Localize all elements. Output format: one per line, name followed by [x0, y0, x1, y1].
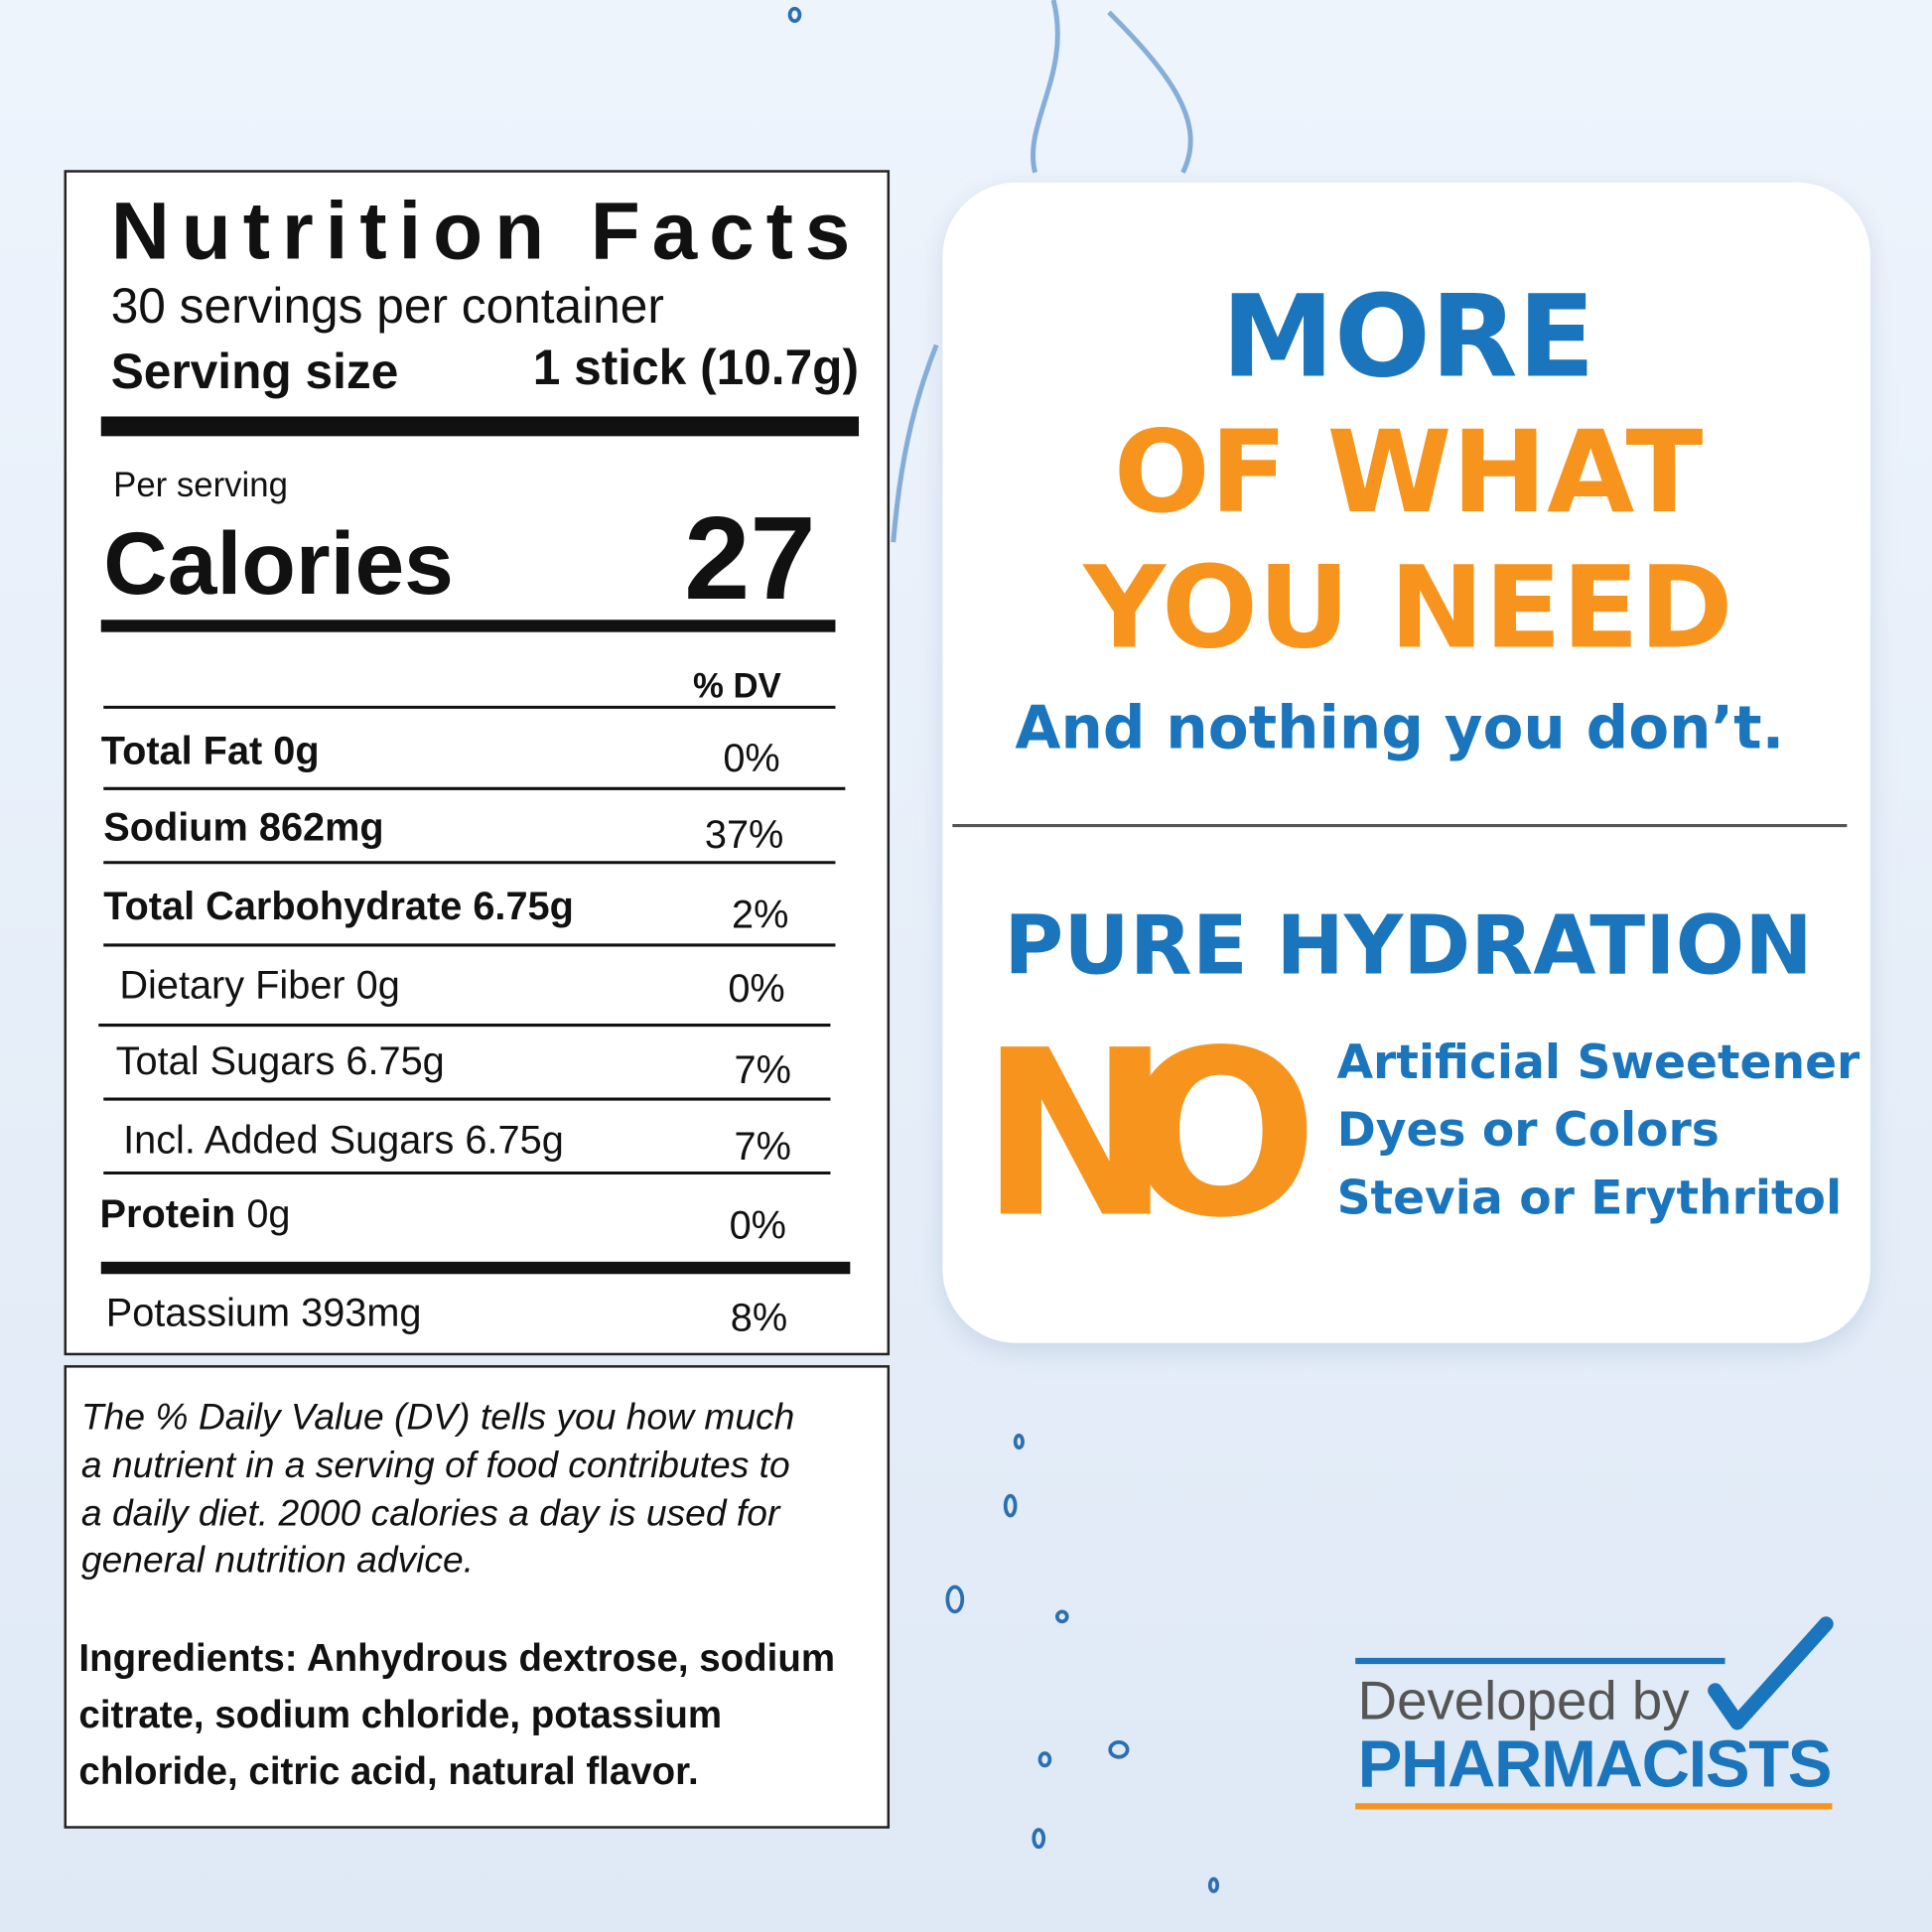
label-box — [64, 170, 891, 1356]
no-item: Stevia or Erythritol — [1337, 1171, 1843, 1225]
no-list: Artificial Sweetener Dyes or Colors Stev… — [1337, 1035, 1861, 1226]
no-item: Artificial Sweetener — [1337, 1035, 1861, 1090]
nutrient-dv: 0% — [723, 737, 779, 780]
badge: Developed by PHARMACISTS — [1355, 1616, 1834, 1810]
nutrient-dv: 0% — [728, 967, 784, 1011]
nutrient-row: Total Carbohydrate 6.75g — [103, 885, 574, 928]
no-mark: NO — [980, 1002, 1318, 1268]
ingredients-line: chloride, citric acid, natural flavor. — [78, 1750, 698, 1793]
badge-line2: PHARMACISTS — [1358, 1727, 1833, 1802]
headline-line: YOU NEED — [1081, 542, 1732, 674]
nutrient-row: Protein 0g — [100, 1192, 291, 1236]
nutrient-row: Total Sugars 6.75g — [116, 1039, 445, 1083]
badge-line1: Developed by — [1358, 1670, 1691, 1730]
dv-header: % DV — [693, 667, 781, 705]
label-title: Nutrition Facts — [111, 187, 851, 277]
dv-note-line: general nutrition advice. — [81, 1539, 474, 1581]
per-serving: Per serving — [113, 467, 288, 504]
note-box — [64, 1365, 891, 1829]
calories-value: 27 — [684, 492, 816, 624]
nutrient-dv: 37% — [705, 813, 783, 857]
rule — [100, 620, 836, 632]
dv-note-line: a daily diet. 2000 calories a day is use… — [81, 1491, 781, 1533]
rule — [100, 1261, 851, 1275]
subhead: PURE HYDRATION — [1004, 898, 1813, 993]
nutrient-dv: 7% — [735, 1125, 791, 1169]
dv-note-line: The % Daily Value (DV) tells you how muc… — [81, 1396, 794, 1438]
row-rules — [98, 705, 846, 1175]
nutrient-row: Potassium 393mg — [106, 1291, 422, 1334]
dv-note-line: a nutrient in a serving of food contribu… — [81, 1444, 790, 1485]
serving-size-value: 1 stick (10.7g) — [533, 340, 859, 395]
nutrient-row: Sodium 862mg — [103, 805, 383, 849]
rule — [100, 416, 860, 437]
droplets — [787, 6, 1220, 1893]
nutrient-row: Total Fat 0g — [101, 729, 320, 772]
nutrient-dv: 2% — [732, 894, 788, 937]
ingredients-line: citrate, sodium chloride, potassium — [78, 1694, 722, 1736]
headline-line: OF WHAT — [1114, 406, 1704, 538]
nutrient-dv: 0% — [730, 1203, 786, 1247]
headline-line: MORE — [1221, 271, 1595, 403]
nutrient-dv: 7% — [735, 1048, 791, 1092]
checkmark — [1708, 1616, 1834, 1730]
water-splash — [891, 0, 1193, 543]
nutrient-dv: 8% — [731, 1296, 787, 1339]
no-item: Dyes or Colors — [1337, 1103, 1720, 1158]
dv-note: The % Daily Value (DV) tells you how muc… — [81, 1396, 794, 1581]
promo-card — [942, 182, 1870, 1343]
nutrient-row: Incl. Added Sugars 6.75g — [123, 1119, 564, 1163]
calories-label: Calories — [103, 513, 454, 613]
servings: 30 servings per container — [111, 278, 664, 334]
headline: MORE OF WHAT YOU NEED And nothing you do… — [1004, 271, 1813, 994]
tagline: And nothing you don’t. — [1015, 694, 1784, 762]
ingredients: Ingredients: Anhydrous dextrose, sodium … — [78, 1637, 835, 1793]
serving-size-label: Serving size — [111, 344, 399, 399]
nutrient-row: Dietary Fiber 0g — [119, 963, 399, 1007]
ingredients-line: Ingredients: Anhydrous dextrose, sodium — [78, 1637, 835, 1680]
